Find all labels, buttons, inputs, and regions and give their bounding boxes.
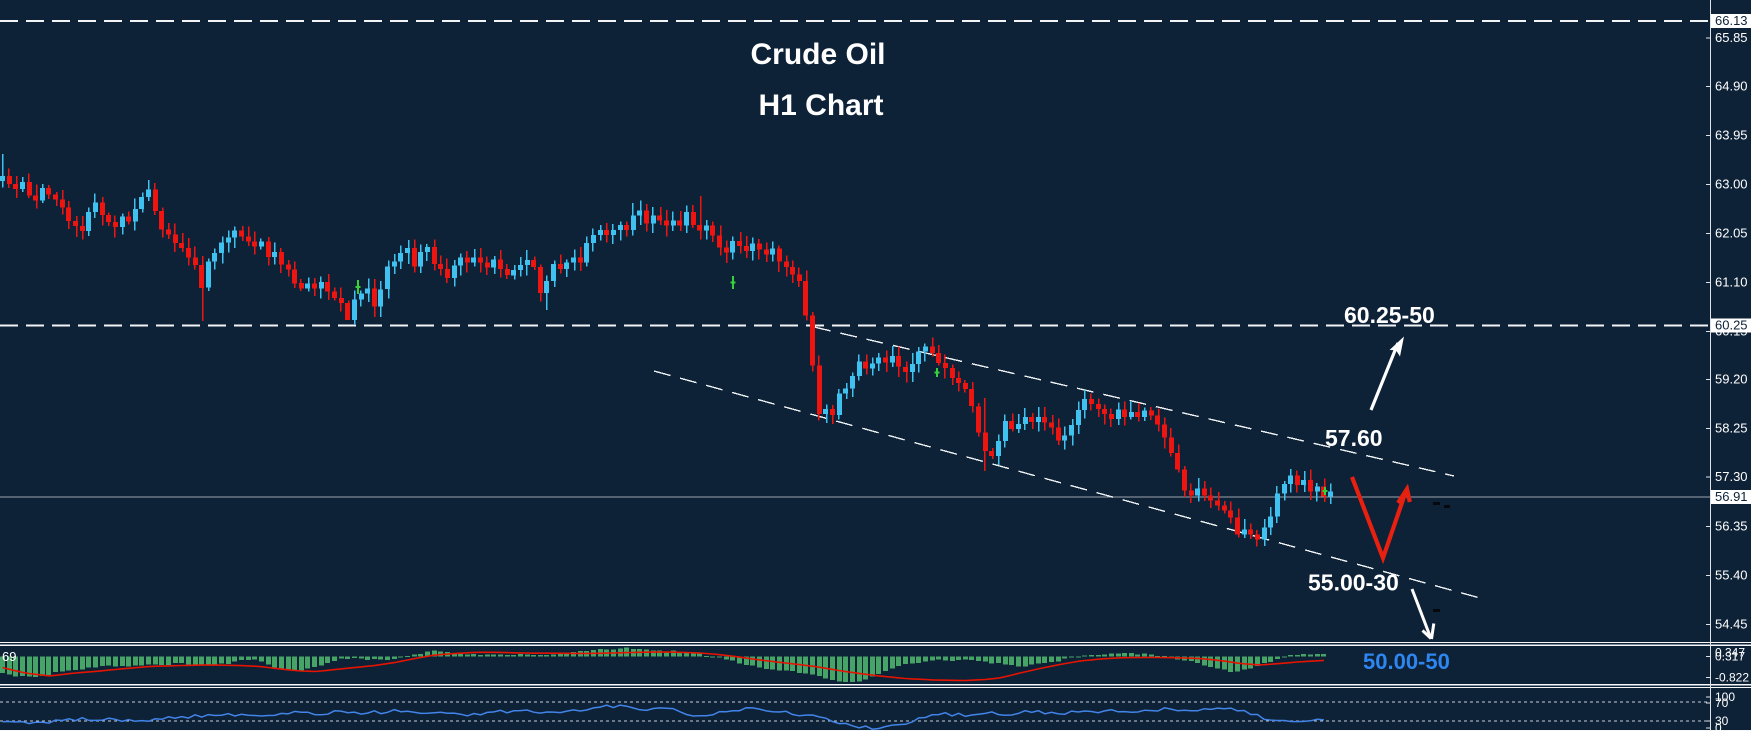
svg-text:55.40: 55.40 [1715, 568, 1748, 583]
svg-text:69: 69 [2, 649, 16, 664]
svg-text:0.317: 0.317 [1715, 650, 1745, 664]
svg-text:61.10: 61.10 [1715, 275, 1748, 290]
svg-text:50.00-50: 50.00-50 [1363, 649, 1450, 674]
svg-text:63.95: 63.95 [1715, 128, 1748, 143]
svg-text:57.30: 57.30 [1715, 469, 1748, 484]
svg-text:100: 100 [1715, 690, 1735, 704]
svg-text:60.25: 60.25 [1715, 318, 1748, 333]
svg-text:Crude Oil: Crude Oil [750, 38, 885, 71]
svg-text:0.347: 0.347 [1715, 646, 1745, 660]
svg-text:57.60: 57.60 [1325, 425, 1383, 451]
svg-text:55.00-30: 55.00-30 [1308, 570, 1399, 596]
svg-text:66.13: 66.13 [1715, 13, 1748, 28]
svg-text:56.91: 56.91 [1715, 489, 1748, 504]
svg-text:63.00: 63.00 [1715, 177, 1748, 192]
svg-text:30: 30 [1715, 714, 1729, 728]
svg-text:70: 70 [1715, 696, 1729, 710]
svg-text:H1 Chart: H1 Chart [758, 89, 883, 122]
svg-text:59.20: 59.20 [1715, 372, 1748, 387]
svg-text:54.45: 54.45 [1715, 617, 1748, 632]
svg-text:58.25: 58.25 [1715, 421, 1748, 436]
svg-text:0: 0 [1715, 721, 1722, 731]
svg-text:64.90: 64.90 [1715, 79, 1748, 94]
svg-text:65.85: 65.85 [1715, 30, 1748, 45]
svg-text:60.25-50: 60.25-50 [1344, 302, 1435, 328]
svg-text:62.05: 62.05 [1715, 226, 1748, 241]
svg-text:-0.822: -0.822 [1715, 671, 1749, 685]
svg-text:56.35: 56.35 [1715, 519, 1748, 534]
